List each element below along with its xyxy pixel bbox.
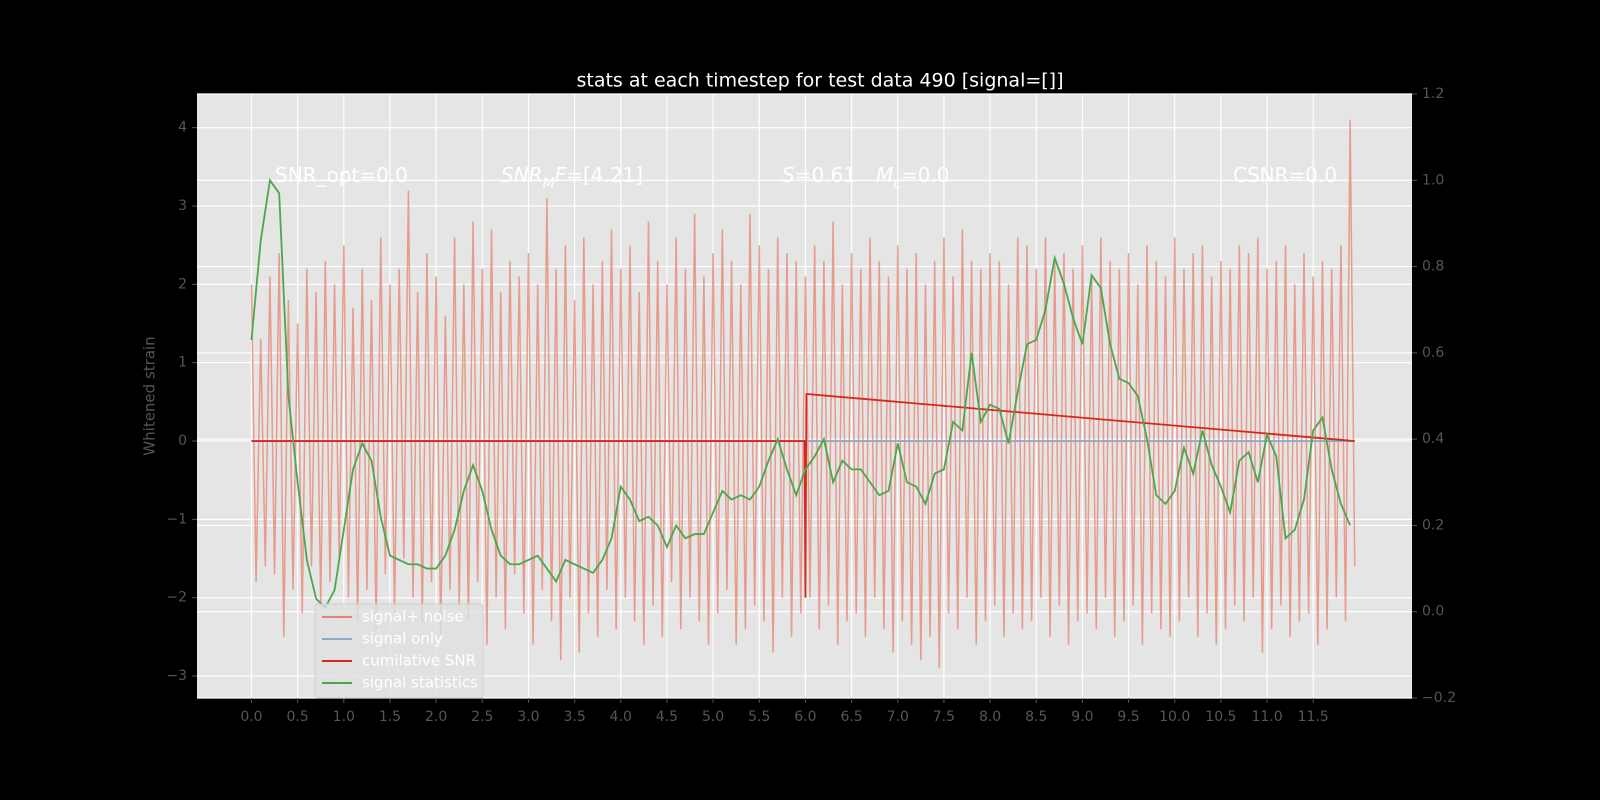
annotation-part: SNR <box>501 163 543 187</box>
x-tick-label: 4.0 <box>610 709 632 725</box>
y-tick-label: 0 <box>178 433 187 449</box>
x-tick-label: 6.5 <box>840 709 862 725</box>
x-tick-label: 7.0 <box>887 709 909 725</box>
y-tick-label: 2 <box>178 276 187 292</box>
legend-label: signal+ noise <box>362 608 464 626</box>
x-tick-label: 9.5 <box>1117 709 1139 725</box>
annotation-part: M <box>876 163 893 187</box>
series-line <box>251 393 1355 598</box>
y2-tick-label: −0.2 <box>1422 690 1456 706</box>
x-tick-label: 6.0 <box>794 709 816 725</box>
x-tick-label: 10.0 <box>1159 709 1190 725</box>
chart-title: stats at each timestep for test data 490… <box>576 70 1063 92</box>
x-tick-label: 0.0 <box>240 709 262 725</box>
legend-label: signal only <box>362 630 443 648</box>
x-tick-label: 10.5 <box>1205 709 1236 725</box>
x-tick-label: 11.0 <box>1251 709 1282 725</box>
annotation-part: =0.0 <box>901 163 950 187</box>
series-line <box>250 119 1356 669</box>
annotation-part: =0.61 <box>795 163 856 187</box>
y-tick-label: 3 <box>178 198 187 214</box>
y2-tick-label: 1.2 <box>1422 86 1444 102</box>
annotation: SNR_opt=0.0 <box>275 163 408 187</box>
annotation: CSNR=0.0 <box>1233 163 1337 187</box>
x-tick-label: 8.5 <box>1025 709 1047 725</box>
y-tick-label: 4 <box>178 120 187 136</box>
legend: signal+ noise signal only cumilative SNR si… <box>314 603 484 699</box>
y2-tick-label: 0.0 <box>1422 604 1444 620</box>
y-tick-label: 1 <box>178 355 187 371</box>
annotation-part: =[4.21] <box>566 163 643 187</box>
y-tick-label: −3 <box>166 668 187 684</box>
y-tick-label: −2 <box>166 590 187 606</box>
x-tick-label: 2.0 <box>425 709 447 725</box>
annotation: Mc​=0.0 <box>876 163 950 193</box>
y-tick-label: −1 <box>166 511 187 527</box>
annotation-part: M <box>543 176 555 192</box>
x-tick-label: 8.0 <box>979 709 1001 725</box>
annotation: SNRM​F=[4.21] <box>501 163 643 193</box>
legend-box <box>314 603 484 699</box>
x-tick-label: 5.0 <box>702 709 724 725</box>
x-tick-label: 5.5 <box>748 709 770 725</box>
annotation-part: SNR_opt=0.0 <box>275 163 408 187</box>
series-line <box>250 177 1351 609</box>
annotation-part: c <box>893 176 901 192</box>
x-tick-label: 7.5 <box>933 709 955 725</box>
x-tick-label: 1.5 <box>379 709 401 725</box>
x-tick-label: 2.5 <box>471 709 493 725</box>
annotation-part: S <box>782 163 795 187</box>
annotation-part: F <box>555 163 567 187</box>
lines <box>250 119 1356 669</box>
x-tick-label: 3.0 <box>517 709 539 725</box>
ticks: 0.0 0.5 1.0 1.5 2.0 2.5 3.0 3.5 4.0 4.5 5.0 5.5 6.0 6… <box>166 86 1456 725</box>
x-tick-label: 3.5 <box>563 709 585 725</box>
annotation: S=0.61 <box>782 163 856 187</box>
x-tick-label: 11.5 <box>1298 709 1329 725</box>
y2-tick-label: 0.6 <box>1422 345 1444 361</box>
x-tick-label: 9.0 <box>1071 709 1093 725</box>
annotation-part: CSNR=0.0 <box>1233 163 1337 187</box>
x-tick-label: 1.0 <box>333 709 355 725</box>
y2-tick-label: 0.4 <box>1422 431 1444 447</box>
x-tick-label: 0.5 <box>287 709 309 725</box>
y2-tick-label: 0.8 <box>1422 259 1444 275</box>
legend-label: cumilative SNR <box>362 652 476 670</box>
legend-label: signal statistics <box>362 674 478 692</box>
y2-tick-label: 1.0 <box>1422 172 1444 188</box>
y2-tick-label: 0.2 <box>1422 517 1444 533</box>
x-tick-label: 4.5 <box>656 709 678 725</box>
y-axis-label: Whitened strain <box>141 336 159 455</box>
